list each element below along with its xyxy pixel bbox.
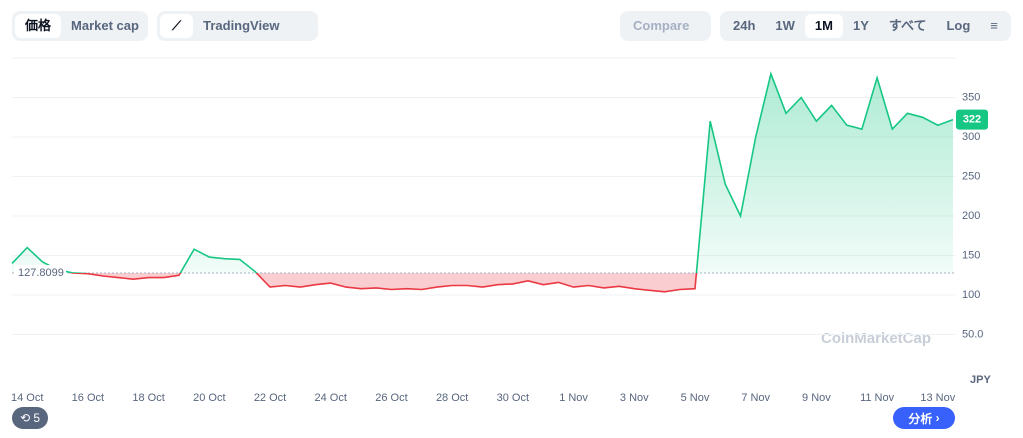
market-cap-tab[interactable]: Market cap [71,18,139,33]
tradingview-button[interactable]: TradingView [203,18,280,33]
line-chart-button[interactable]: ⟋ [160,14,194,38]
x-tick-label: 16 Oct [72,392,104,404]
x-tick-label: 28 Oct [436,392,468,404]
range-button[interactable]: 1Y [852,18,869,33]
history-badge[interactable]: ⟲ 5 [12,407,48,429]
y-tick-label: 100 [962,289,980,301]
range-button[interactable]: 1W [775,18,795,33]
y-tick-label: 50.0 [962,328,983,340]
y-tick-label: 150 [962,249,980,261]
x-tick-label: 22 Oct [254,392,286,404]
y-unit-label: JPY [970,374,991,386]
x-tick-label: 3 Nov [620,392,649,404]
log-button[interactable]: Log [946,18,971,33]
range-button[interactable]: 1M [804,14,843,38]
last-value-tag [956,109,988,130]
y-tick-label: 200 [962,210,980,222]
baseline-label-bg [14,265,66,282]
x-tick-label: 7 Nov [741,392,770,404]
range-button[interactable]: 24h [733,18,756,33]
last-value-label: 322 [963,114,981,126]
x-tick-label: 11 Nov [860,392,895,404]
history-count: 5 [33,411,41,425]
settings-button[interactable]: ≡ [990,18,998,33]
y-tick-label: 250 [962,170,980,182]
y-tick-label: 350 [962,91,980,103]
x-tick-label: 20 Oct [193,392,225,404]
analysis-button[interactable]: 分析 › [893,407,955,429]
x-tick-label: 26 Oct [375,392,407,404]
x-tick-label: 13 Nov [920,392,955,404]
compare-label: Compare [633,18,690,33]
x-tick-label: 18 Oct [132,392,164,404]
range-toggle: 24h 1W 1M 1Y すべて Log ≡ [720,11,1011,41]
price-line-down [69,273,698,293]
y-tick-label: 300 [962,131,980,143]
price-line-up [11,71,954,274]
x-tick-label: 30 Oct [497,392,529,404]
baseline-label: 127.8099 [18,267,64,279]
range-button[interactable]: すべて [888,18,927,33]
price-area-up [12,73,953,274]
x-tick-label: 24 Oct [315,392,347,404]
x-tick-label: 9 Nov [802,392,831,404]
price-tab[interactable]: 価格 [15,14,62,38]
compare-dropdown[interactable]: Compare [620,11,711,41]
x-tick-label: 14 Oct [11,392,43,404]
price-area-down [75,273,697,292]
analysis-label: 分析 [908,411,933,426]
price-toggle: 価格 Market cap [12,11,148,41]
x-tick-label: 5 Nov [681,392,710,404]
chart-type-toggle: ⟋ TradingView [157,11,318,41]
watermark: CoinMarketCap [821,330,931,347]
x-tick-label: 1 Nov [559,392,588,404]
